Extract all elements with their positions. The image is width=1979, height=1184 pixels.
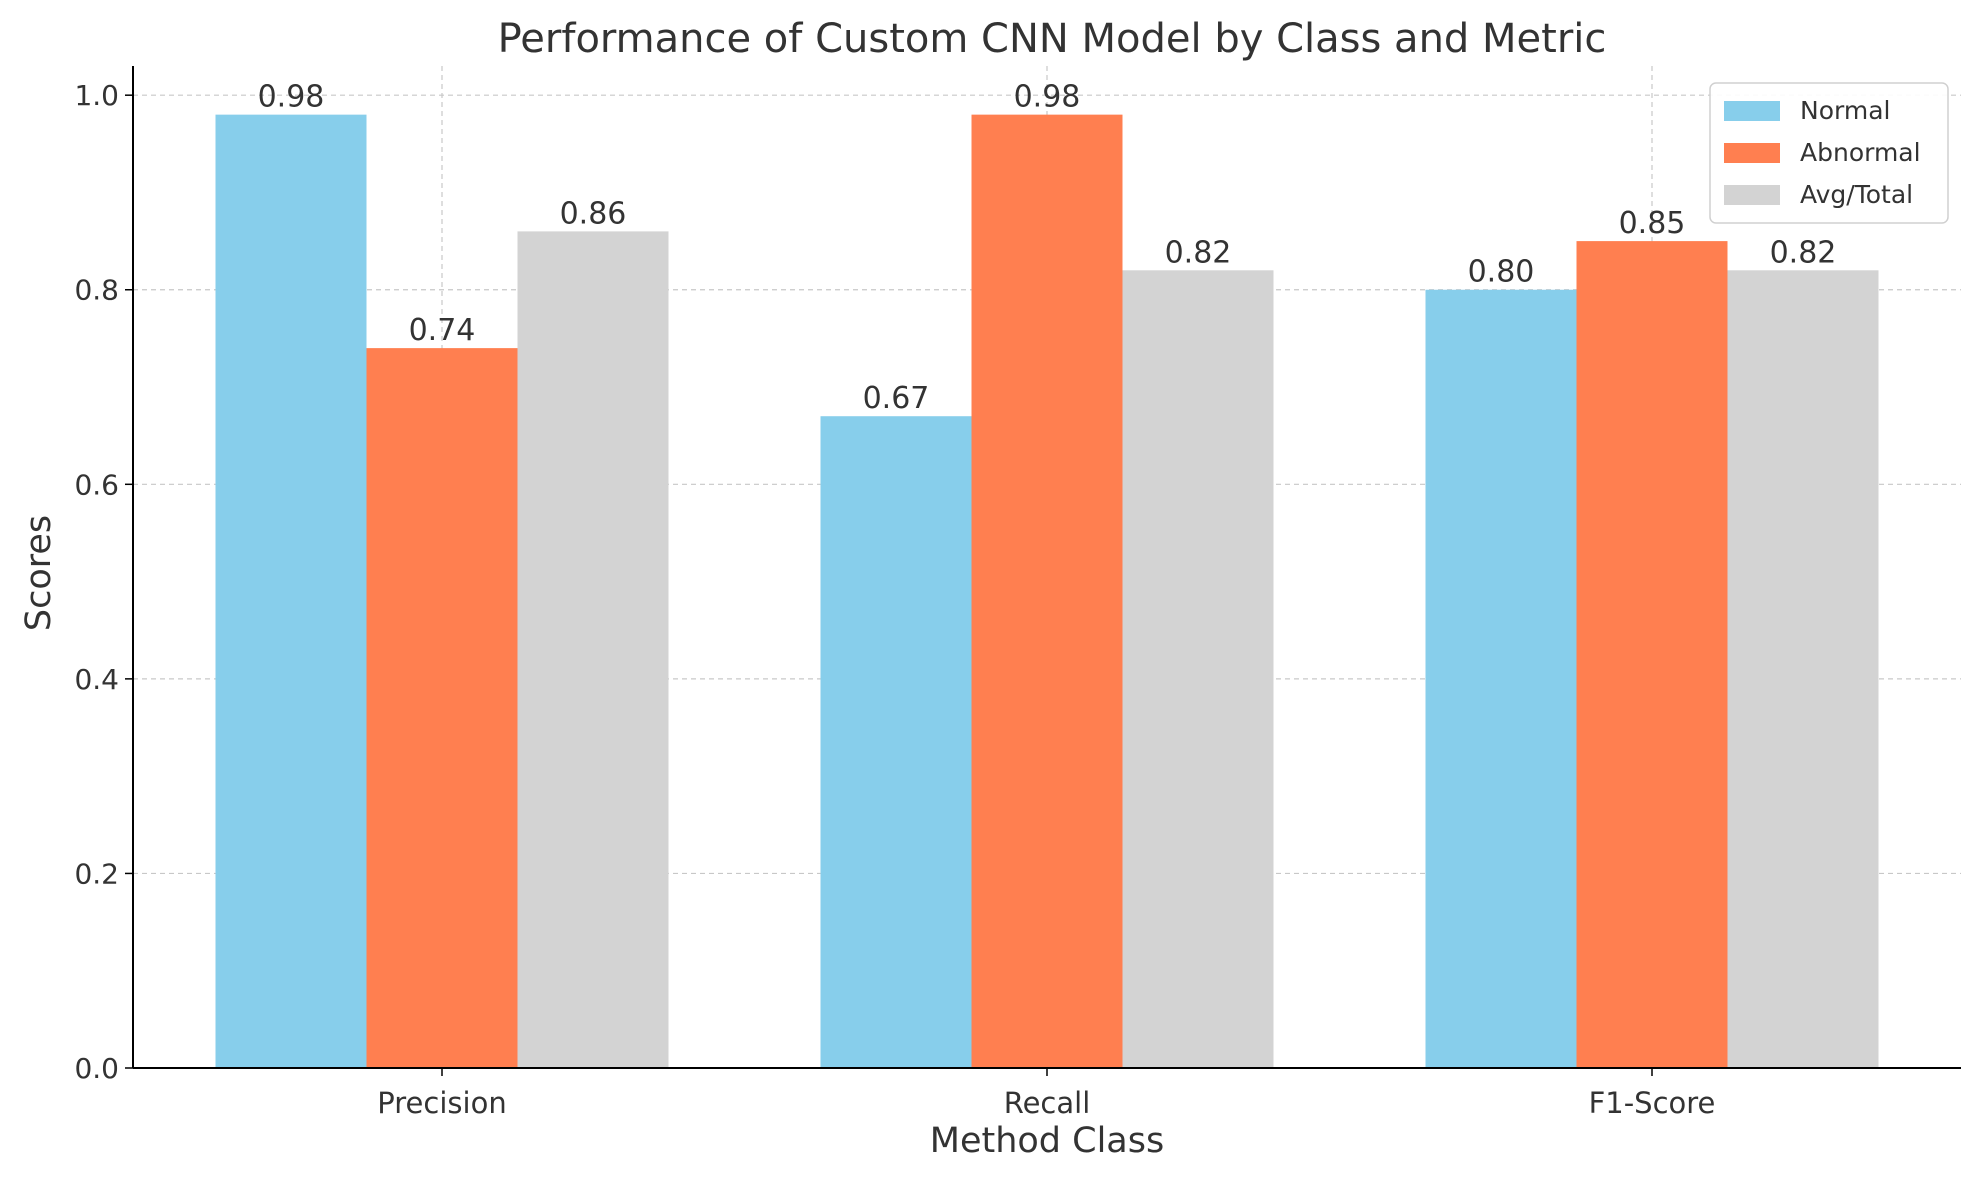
y-axis-title: Scores: [19, 515, 59, 631]
x-tick-label: Recall: [1004, 1086, 1091, 1120]
bar-normal-f1-score: [1425, 289, 1577, 1068]
y-tick-label: 0.8: [74, 274, 119, 307]
bar-value-label: 0.74: [409, 313, 476, 348]
bars-layer: [215, 114, 1879, 1069]
bar-normal-recall: [820, 416, 972, 1068]
legend-swatch: [1724, 185, 1780, 205]
bar-abnormal-recall: [971, 114, 1123, 1069]
bar-normal-precision: [215, 114, 367, 1069]
axes-layer: [125, 66, 1961, 1076]
y-tick-label: 0.4: [74, 663, 119, 696]
bar-value-label: 0.82: [1770, 235, 1837, 270]
x-tick-label: Precision: [377, 1086, 506, 1120]
x-tick-label: F1-Score: [1589, 1086, 1716, 1120]
legend-swatch: [1724, 101, 1780, 121]
bar-value-label: 0.82: [1165, 235, 1232, 270]
bar-value-label: 0.86: [560, 196, 627, 231]
y-tick-label: 0.6: [74, 468, 119, 501]
bar-value-label: 0.98: [1014, 80, 1081, 115]
bar-abnormal-f1-score: [1576, 241, 1728, 1068]
labels-layer: 0.0 0.2 0.4 0.6 0.8 1.0 Precision Recall F1-Scor…: [74, 79, 1836, 1120]
legend-label: Avg/Total: [1800, 180, 1913, 209]
legend: Normal Abnormal Avg/Total: [1709, 82, 1949, 224]
x-axis-title: Method Class: [930, 1121, 1164, 1161]
bar-avg-total-f1-score: [1727, 270, 1879, 1068]
bar-value-label: 0.80: [1468, 255, 1535, 290]
legend-label: Normal: [1800, 96, 1890, 125]
bar-value-label: 0.98: [258, 80, 325, 115]
bar-avg-total-recall: [1122, 270, 1274, 1068]
bar-value-label: 0.85: [1619, 206, 1686, 241]
y-tick-label: 0.2: [74, 857, 119, 890]
legend-swatch: [1724, 143, 1780, 163]
bar-value-label: 0.67: [863, 381, 930, 416]
chart-title: Performance of Custom CNN Model by Class…: [498, 16, 1607, 62]
y-tick-label: 1.0: [74, 79, 119, 112]
y-tick-label: 0.0: [74, 1052, 119, 1085]
bar-abnormal-precision: [366, 348, 518, 1068]
bar-avg-total-precision: [517, 231, 669, 1068]
legend-label: Abnormal: [1800, 138, 1921, 167]
